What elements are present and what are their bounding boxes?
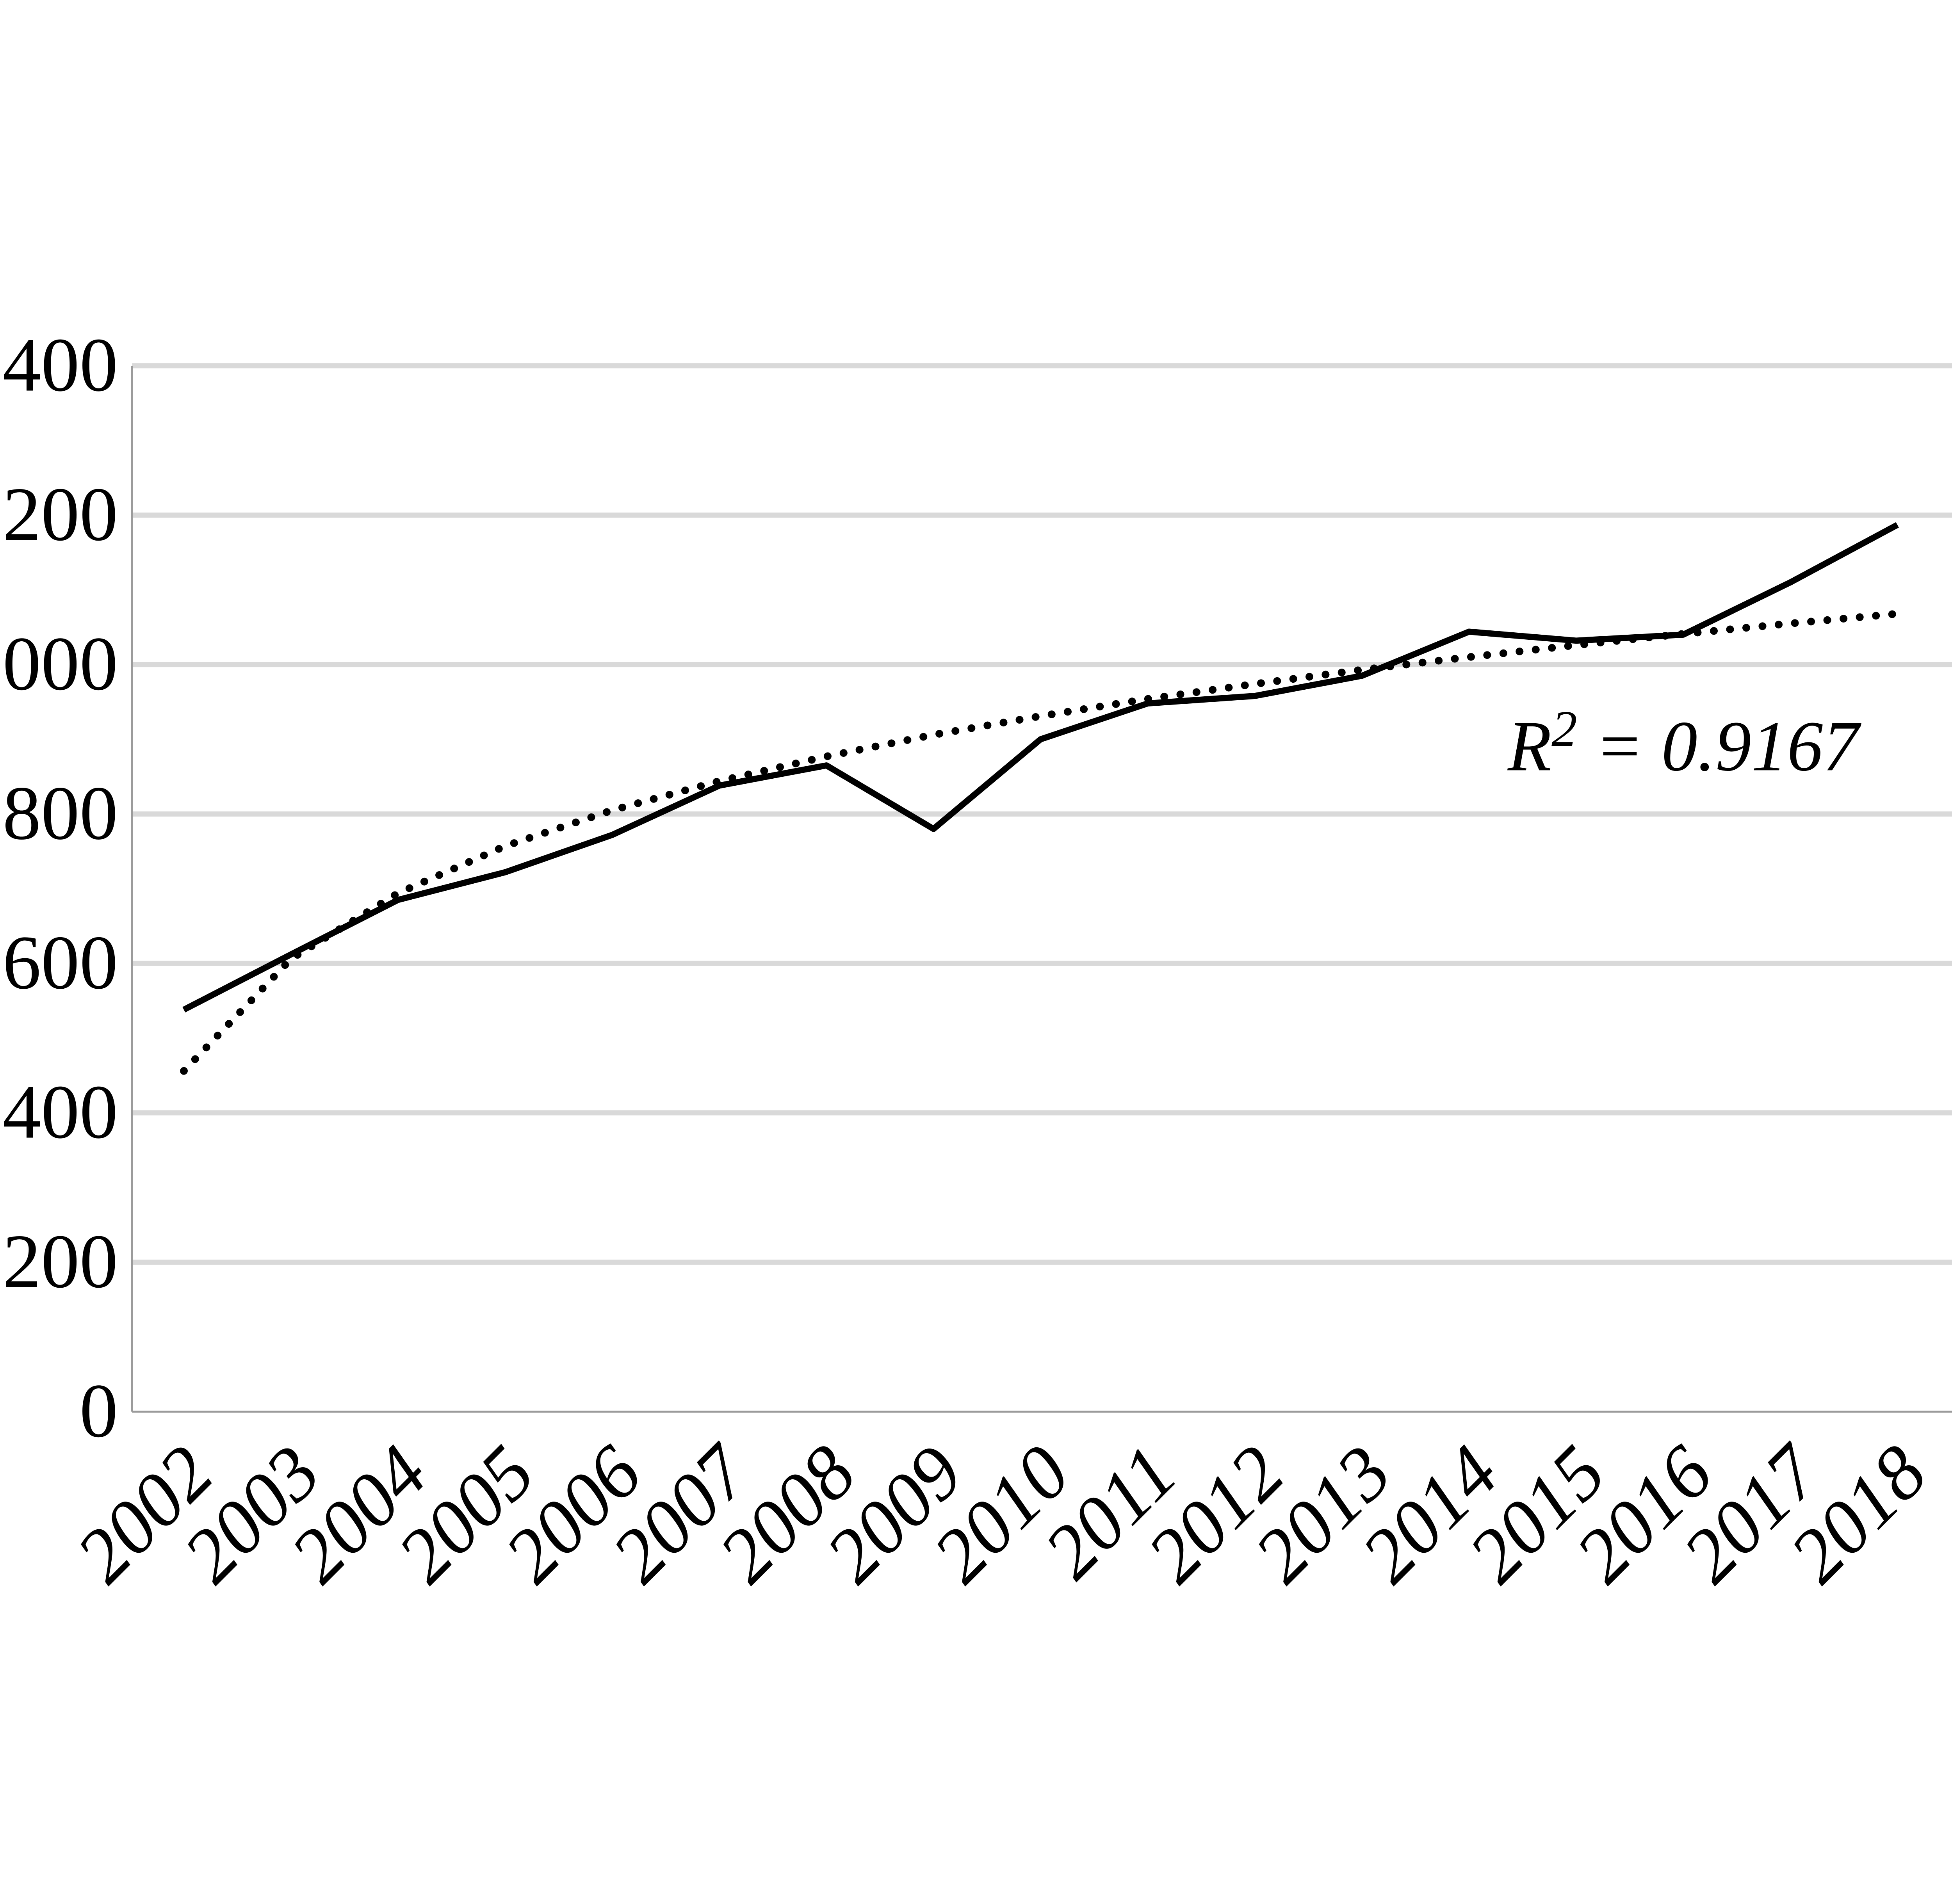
y-axis-tick-labels: 0 200 400 600 800 1000 1200 1400: [0, 322, 118, 1454]
y-axis-tick-label: 400: [3, 1069, 118, 1155]
y-axis-tick-label: 800: [3, 770, 118, 856]
r-squared-exponent: 2: [1551, 701, 1577, 757]
chart-background: [0, 327, 1952, 1577]
x-axis-tick-labels: 2002200320042005200620072008200920102011…: [60, 1427, 1943, 1598]
y-axis-tick-label: 1000: [0, 621, 118, 706]
y-axis-tick-label: 1200: [0, 471, 118, 557]
series-actual-line: [182, 522, 1899, 1013]
y-axis-tick-label: 1400: [0, 322, 118, 407]
y-axis-tick-label: 200: [3, 1218, 118, 1304]
series-log-trendline-dotted-line: [180, 610, 1901, 1075]
data-series: [180, 522, 1901, 1075]
y-axis-tick-label: 600: [3, 920, 118, 1005]
r-squared-base: R: [1507, 706, 1551, 786]
axis-lines: [131, 365, 1952, 1413]
r-squared-value: = 0.9167: [1577, 706, 1862, 786]
r-squared-annotation: R2 = 0.9167: [1507, 701, 1862, 786]
y-axis-tick-label: 0: [80, 1368, 118, 1453]
horizontal-gridlines: [132, 363, 1952, 1265]
